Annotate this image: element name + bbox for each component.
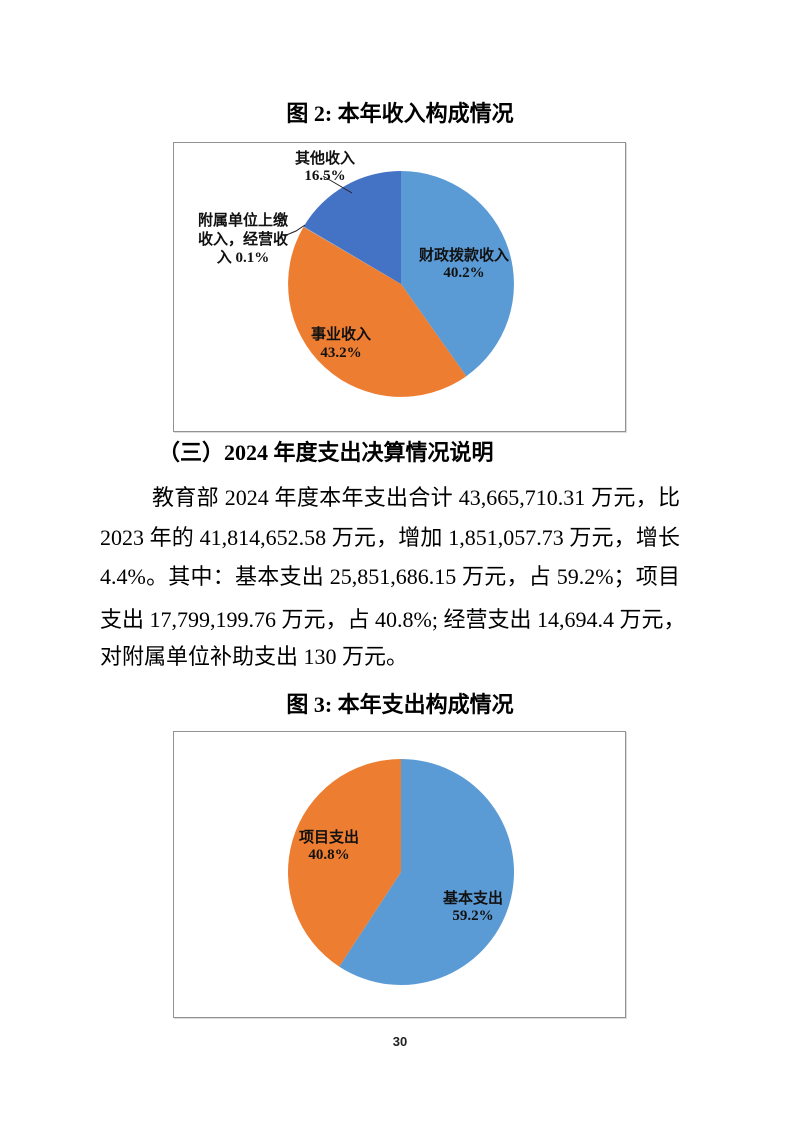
label-basic-expenditure-pct: 59.2% bbox=[452, 908, 493, 924]
label-business-income: 事业收入 bbox=[311, 325, 371, 343]
paragraph-line: 4.4%。其中：基本支出 25,851,686.15 万元，占 59.2%；项目 bbox=[100, 564, 680, 589]
label-business-income-pct: 43.2% bbox=[320, 345, 361, 361]
slice-basic-expenditure bbox=[339, 759, 515, 985]
label-project-expenditure-pct: 40.8% bbox=[308, 847, 349, 863]
label-affiliated-income-line3: 入 0.1% bbox=[217, 249, 270, 266]
slice-project-expenditure bbox=[288, 759, 401, 967]
slice-fiscal-appropriation-income bbox=[401, 171, 514, 377]
section-heading: （三）2024 年度支出决算情况说明 bbox=[158, 440, 494, 465]
label-fiscal-appropriation-income: 财政拨款收入 bbox=[419, 246, 509, 264]
figure3-chart-frame: 项目支出 40.8% 基本支出 59.2% bbox=[173, 731, 626, 1018]
slice-affiliated-units-income bbox=[303, 226, 401, 284]
label-other-income-pct: 16.5% bbox=[304, 168, 345, 184]
expenditure-pie-chart: 项目支出 40.8% 基本支出 59.2% bbox=[288, 759, 515, 985]
label-affiliated-income-line2: 收入，经营收 bbox=[198, 230, 288, 248]
figure3-title: 图 3: 本年支出构成情况 bbox=[286, 692, 514, 717]
leader-line-other-income bbox=[322, 175, 353, 194]
figure2-title: 图 2: 本年收入构成情况 bbox=[286, 101, 514, 126]
slice-business-income bbox=[288, 227, 467, 397]
label-project-expenditure: 项目支出 bbox=[299, 828, 359, 846]
label-basic-expenditure: 基本支出 bbox=[442, 889, 503, 907]
paragraph-line: 对附属单位补助支出 130 万元。 bbox=[100, 644, 409, 669]
page-number: 30 bbox=[392, 1034, 408, 1049]
paragraph-line: 支出 17,799,199.76 万元，占 40.8%; 经营支出 14,694… bbox=[100, 607, 686, 632]
leader-line-affiliated-income bbox=[283, 224, 306, 237]
income-pie-chart: 其他收入 16.5% 附属单位上缴 收入，经营收 入 0.1% 财政拨款收入 4… bbox=[198, 149, 514, 397]
label-other-income: 其他收入 bbox=[295, 149, 355, 167]
label-affiliated-income-line1: 附属单位上缴 bbox=[198, 211, 289, 229]
slice-other-income bbox=[303, 171, 401, 284]
label-fiscal-appropriation-income-pct: 40.2% bbox=[443, 265, 484, 281]
figure2-chart-frame: 其他收入 16.5% 附属单位上缴 收入，经营收 入 0.1% 财政拨款收入 4… bbox=[173, 142, 626, 432]
paragraph-line: 教育部 2024 年度本年支出合计 43,665,710.31 万元，比 bbox=[152, 485, 680, 510]
paragraph-line: 2023 年的 41,814,652.58 万元，增加 1,851,057.73… bbox=[100, 525, 680, 550]
